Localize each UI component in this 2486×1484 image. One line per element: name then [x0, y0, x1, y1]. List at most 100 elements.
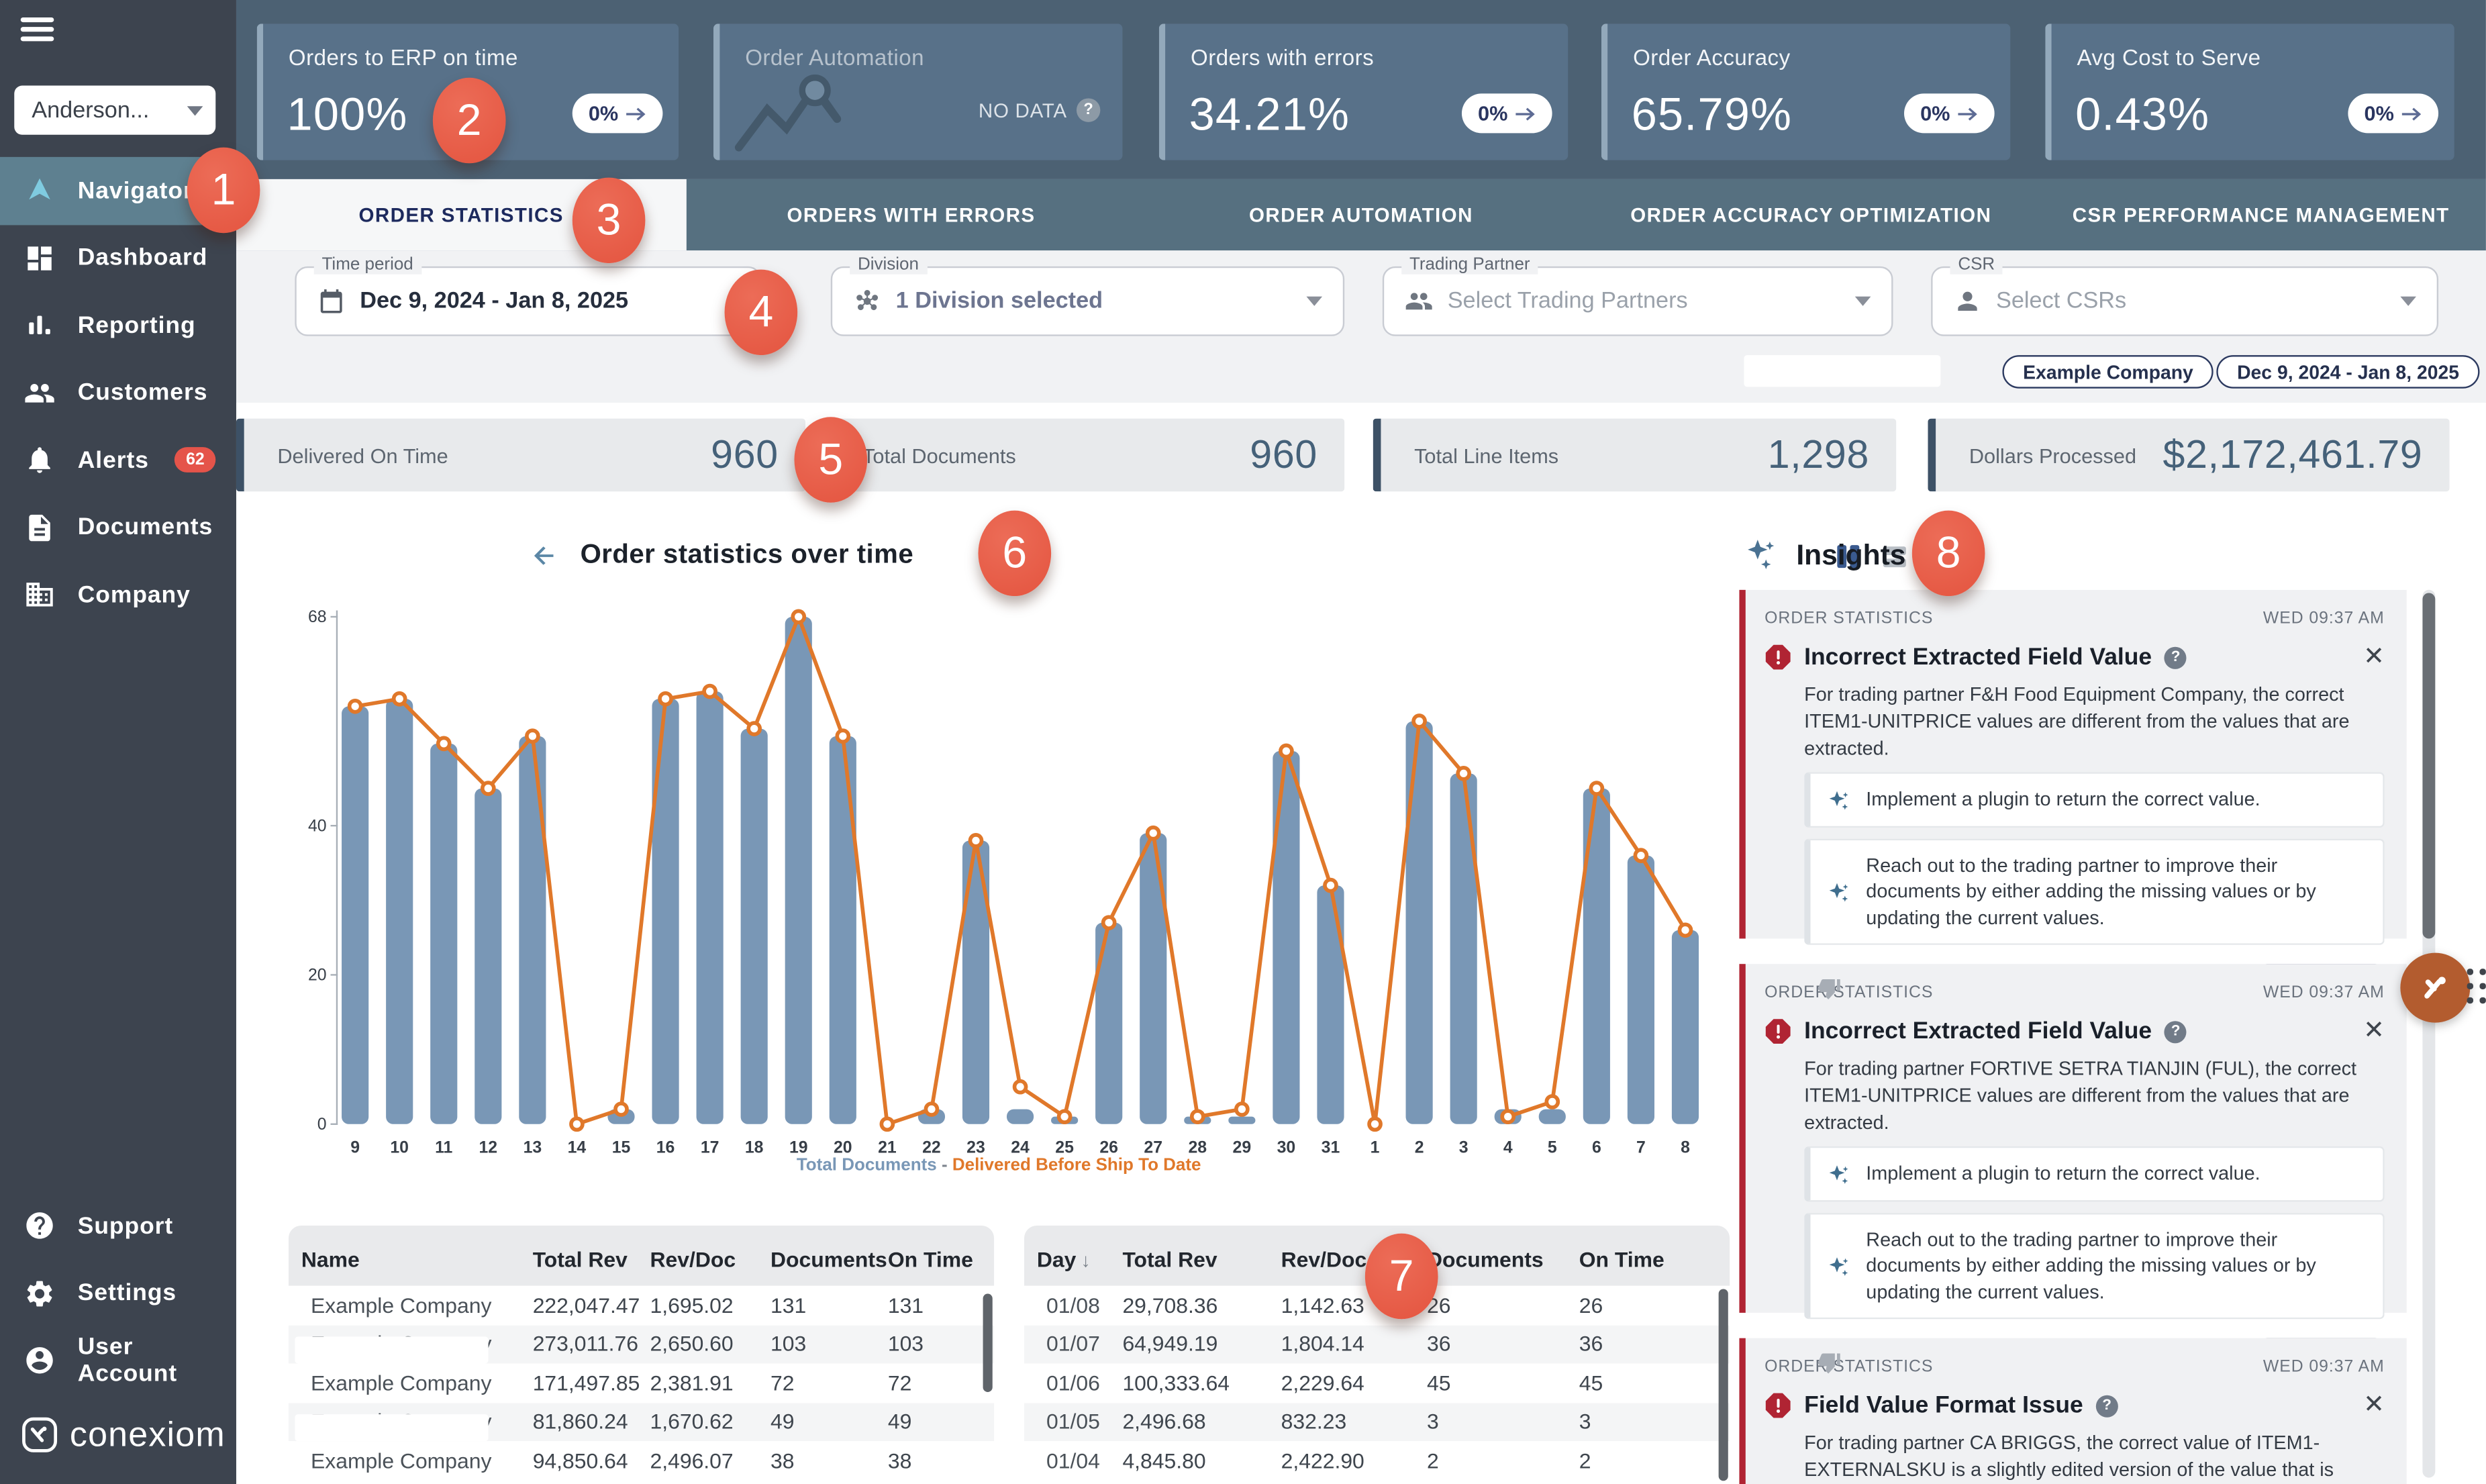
csr-filter[interactable]: CSR Select CSRs [1931, 266, 2438, 336]
col-header-documents[interactable]: Documents [770, 1247, 888, 1271]
back-arrow-icon[interactable] [530, 540, 560, 570]
svg-text:1: 1 [1371, 1138, 1380, 1156]
close-icon[interactable]: ✕ [2363, 644, 2385, 670]
sidebar-item-documents[interactable]: Documents [0, 494, 236, 561]
table-row[interactable]: 01/06 100,333.64 2,229.64 45 45 [1024, 1363, 1730, 1402]
table-row[interactable]: Example Company 171,497.85 2,381.91 72 7… [289, 1363, 994, 1402]
insight-suggestion[interactable]: Implement a plugin to return the correct… [1804, 773, 2385, 828]
tab-order-automation[interactable]: ORDER AUTOMATION [1136, 179, 1586, 250]
annotation-badge-3: 3 [573, 178, 646, 264]
svg-text:18: 18 [745, 1138, 764, 1156]
hamburger-menu-icon[interactable] [21, 17, 56, 44]
cell-documents: 3 [1427, 1410, 1579, 1434]
insights-list: ORDER STATISTICS WED 09:37 AM Incorrect … [1739, 590, 2406, 1484]
sidebar-item-label: Customers [78, 379, 208, 406]
insight-suggestion[interactable]: Reach out to the trading partner to impr… [1804, 838, 2385, 945]
sidebar-item-settings[interactable]: Settings [0, 1260, 236, 1327]
chip-date-range[interactable]: Dec 9, 2024 - Jan 8, 2025 [2216, 355, 2479, 389]
question-circle-icon[interactable]: ? [1077, 98, 1100, 121]
order-statistics-chart[interactable]: 0204068910111213141516171819202122232425… [293, 595, 1704, 1173]
col-header-rev-doc[interactable]: Rev/Doc [650, 1247, 771, 1271]
close-icon[interactable]: ✕ [2363, 1019, 2385, 1044]
no-data-indicator: NO DATA ? [979, 98, 1100, 121]
table-row[interactable]: Example Company 94,850.64 2,496.07 38 38 [289, 1441, 994, 1480]
tab-order-accuracy-optimization[interactable]: ORDER ACCURACY OPTIMIZATION [1586, 179, 2036, 250]
insight-suggestion[interactable]: Reach out to the trading partner to impr… [1804, 1213, 2385, 1320]
kpi-card-orders-with-errors[interactable]: Orders with errors 34.21% 0% [1159, 23, 1568, 160]
sidebar-item-reporting[interactable]: Reporting [0, 292, 236, 359]
cell-on-time: 103 [888, 1332, 981, 1356]
chevron-down-icon [187, 105, 203, 115]
table-row[interactable]: Example Company 222,047.47 1,695.02 131 … [289, 1286, 994, 1325]
kpi-trend-pill[interactable]: 0% [2348, 93, 2438, 133]
kpi-trend-pill[interactable]: 0% [1462, 93, 1552, 133]
filter-label: CSR [1950, 255, 2003, 274]
col-header-documents[interactable]: Documents [1427, 1247, 1579, 1271]
tab-orders-with-errors[interactable]: ORDERS WITH ERRORS [686, 179, 1136, 250]
division-value: 1 Division selected [896, 289, 1103, 314]
trading-partner-filter[interactable]: Trading Partner Select Trading Partners [1383, 266, 1893, 336]
insights-title: Insights [1796, 538, 1905, 572]
sidebar-item-alerts[interactable]: Alerts 62 [0, 426, 236, 493]
sparkles-icon [1744, 536, 1780, 574]
arrow-right-icon [626, 105, 647, 121]
close-icon[interactable]: ✕ [2363, 1393, 2385, 1418]
stat-dollars-processed: Dollars Processed $2,172,461.79 [1928, 419, 2449, 492]
insights-scrollbar-thumb[interactable] [2422, 593, 2435, 938]
question-circle-icon[interactable]: ? [2165, 646, 2187, 669]
thumbs-down-icon[interactable] [1817, 1350, 1842, 1375]
sidebar-item-label: Dashboard [78, 244, 208, 271]
kpi-card-avg-cost-to-serve[interactable]: Avg Cost to Serve 0.43% 0% [2045, 23, 2454, 160]
division-hub-icon [853, 287, 882, 316]
table-row[interactable]: 01/05 2,496.68 832.23 3 3 [1024, 1402, 1730, 1441]
cell-rev-doc: 2,422.90 [1281, 1448, 1427, 1472]
tab-csr-performance-management[interactable]: CSR PERFORMANCE MANAGEMENT [2036, 179, 2486, 250]
days-table-scrollbar[interactable] [1719, 1289, 1728, 1481]
alert-octagon-icon [1764, 644, 1791, 671]
col-header-day[interactable]: Day↓ [1037, 1247, 1123, 1271]
insight-suggestion[interactable]: Implement a plugin to return the correct… [1804, 1147, 2385, 1201]
kpi-trend-pill[interactable]: 0% [573, 93, 662, 133]
svg-text:0: 0 [317, 1116, 327, 1134]
time-period-filter[interactable]: Time period Dec 9, 2024 - Jan 8, 2025 [295, 266, 760, 336]
cell-documents: 45 [1427, 1371, 1579, 1395]
sidebar-item-user-account[interactable]: User Account [0, 1327, 236, 1394]
question-circle-icon[interactable]: ? [2096, 1395, 2118, 1417]
sidebar-item-label: Alerts [78, 447, 149, 474]
conexiom-x-icon [2415, 967, 2456, 1008]
svg-text:2: 2 [1415, 1138, 1424, 1156]
cell-total-rev: 29,708.36 [1122, 1293, 1281, 1317]
thumbs-down-icon[interactable] [1817, 976, 1842, 1001]
partners-table-scrollbar[interactable] [983, 1294, 993, 1392]
kpi-card-order-accuracy[interactable]: Order Accuracy 65.79% 0% [1601, 23, 2010, 160]
conexiom-floating-button[interactable] [2400, 953, 2470, 1023]
sidebar-item-company[interactable]: Company [0, 561, 236, 628]
kpi-trend-pill[interactable]: 0% [1904, 93, 1994, 133]
svg-text:6: 6 [1592, 1138, 1601, 1156]
col-header-on-time[interactable]: On Time [888, 1247, 981, 1271]
chip-example-company[interactable]: Example Company [2002, 355, 2214, 389]
col-header-on-time[interactable]: On Time [1579, 1247, 1718, 1271]
arrow-right-icon [1958, 105, 1979, 121]
stat-total-line-items: Total Line Items 1,298 [1373, 419, 1897, 492]
chevron-down-icon [1855, 297, 1871, 306]
cell-rev-doc: 1,670.62 [650, 1410, 771, 1434]
stat-value: 1,298 [1768, 432, 1869, 479]
svg-text:8: 8 [1681, 1138, 1690, 1156]
sort-desc-icon[interactable]: ↓ [1081, 1248, 1090, 1271]
sidebar-item-customers[interactable]: Customers [0, 359, 236, 426]
cell-documents: 38 [770, 1448, 888, 1472]
question-circle-icon[interactable]: ? [2165, 1020, 2187, 1042]
kpi-card-order-automation[interactable]: Order Automation NO DATA ? [713, 23, 1122, 160]
svg-text:15: 15 [612, 1138, 631, 1156]
sidebar-item-support[interactable]: Support [0, 1192, 236, 1259]
col-header-total-rev[interactable]: Total Rev [1122, 1247, 1281, 1271]
col-header-name[interactable]: Name [301, 1247, 533, 1271]
col-header-total-rev[interactable]: Total Rev [533, 1247, 650, 1271]
table-row[interactable]: 01/04 4,845.80 2,422.90 2 2 [1024, 1441, 1730, 1480]
sidebar-item-dashboard[interactable]: Dashboard [0, 224, 236, 291]
organization-select[interactable]: Anderson... [14, 86, 215, 135]
table-row[interactable]: 01/07 64,949.19 1,804.14 36 36 [1024, 1325, 1730, 1364]
insights-header: Insights [1744, 536, 1905, 574]
division-filter[interactable]: Division 1 Division selected [831, 266, 1344, 336]
